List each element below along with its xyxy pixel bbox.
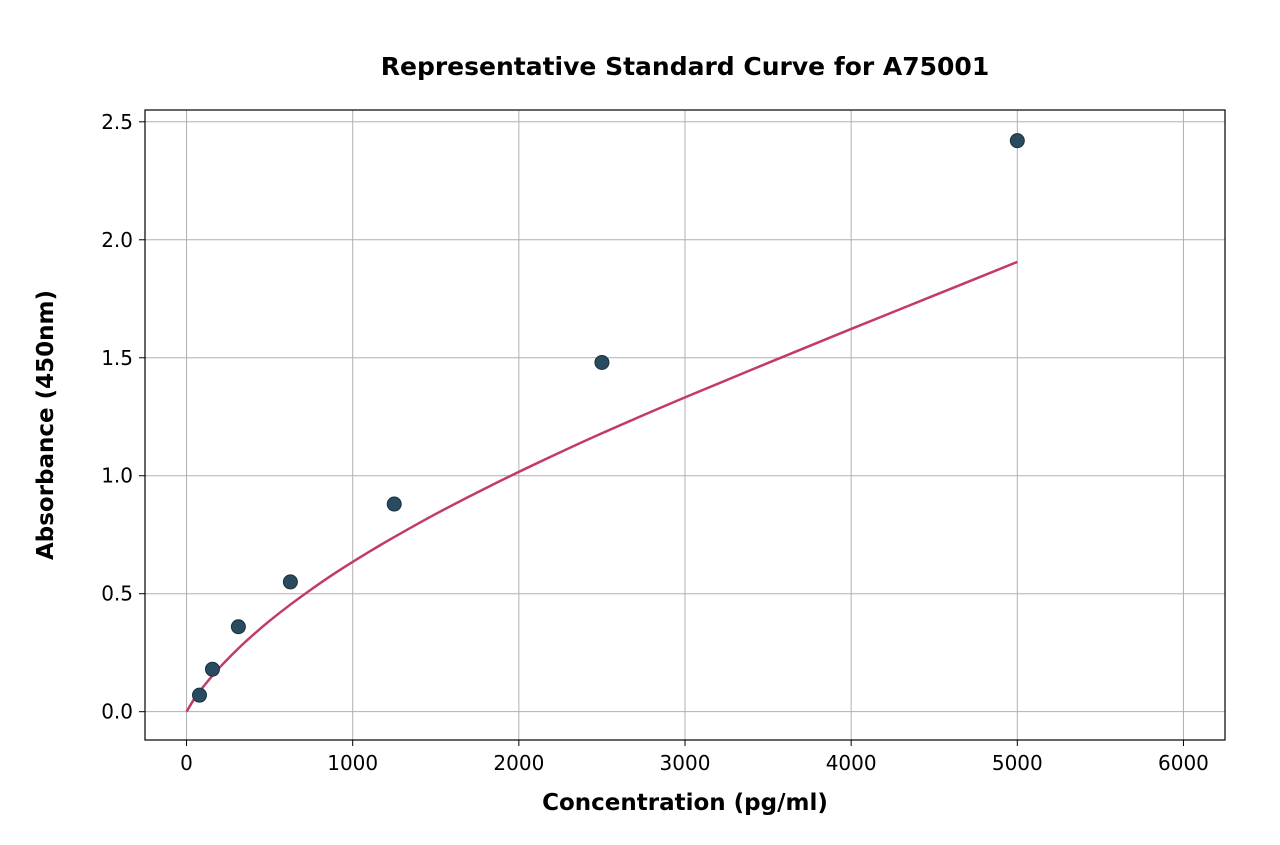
- x-axis-label: Concentration (pg/ml): [542, 790, 828, 816]
- x-tick-label: 0: [180, 751, 193, 775]
- data-point: [1010, 134, 1024, 148]
- y-tick-label: 0.0: [101, 700, 133, 724]
- y-tick-label: 1.0: [101, 464, 133, 488]
- data-point: [387, 497, 401, 511]
- data-point: [205, 662, 219, 676]
- chart-title: Representative Standard Curve for A75001: [381, 52, 989, 81]
- x-tick-label: 6000: [1158, 751, 1209, 775]
- x-tick-label: 2000: [493, 751, 544, 775]
- y-axis-label: Absorbance (450nm): [33, 290, 59, 560]
- x-tick-label: 5000: [992, 751, 1043, 775]
- data-point: [595, 355, 609, 369]
- data-point: [192, 688, 206, 702]
- x-tick-label: 1000: [327, 751, 378, 775]
- standard-curve-chart: 0 1000 2000 3000 4000 5000 6000 0.0 0.5 1.0 1.5 2.0…: [0, 0, 1280, 845]
- y-tick-label: 0.5: [101, 582, 133, 606]
- y-tick-label: 1.5: [101, 346, 133, 370]
- x-tick-label: 3000: [660, 751, 711, 775]
- y-tick-label: 2.5: [101, 110, 133, 134]
- data-point: [231, 620, 245, 634]
- fitted-curve: [187, 262, 1018, 712]
- chart-container: 0 1000 2000 3000 4000 5000 6000 0.0 0.5 1.0 1.5 2.0…: [0, 0, 1280, 845]
- x-tick-label: 4000: [826, 751, 877, 775]
- y-tick-label: 2.0: [101, 228, 133, 252]
- data-point: [283, 575, 297, 589]
